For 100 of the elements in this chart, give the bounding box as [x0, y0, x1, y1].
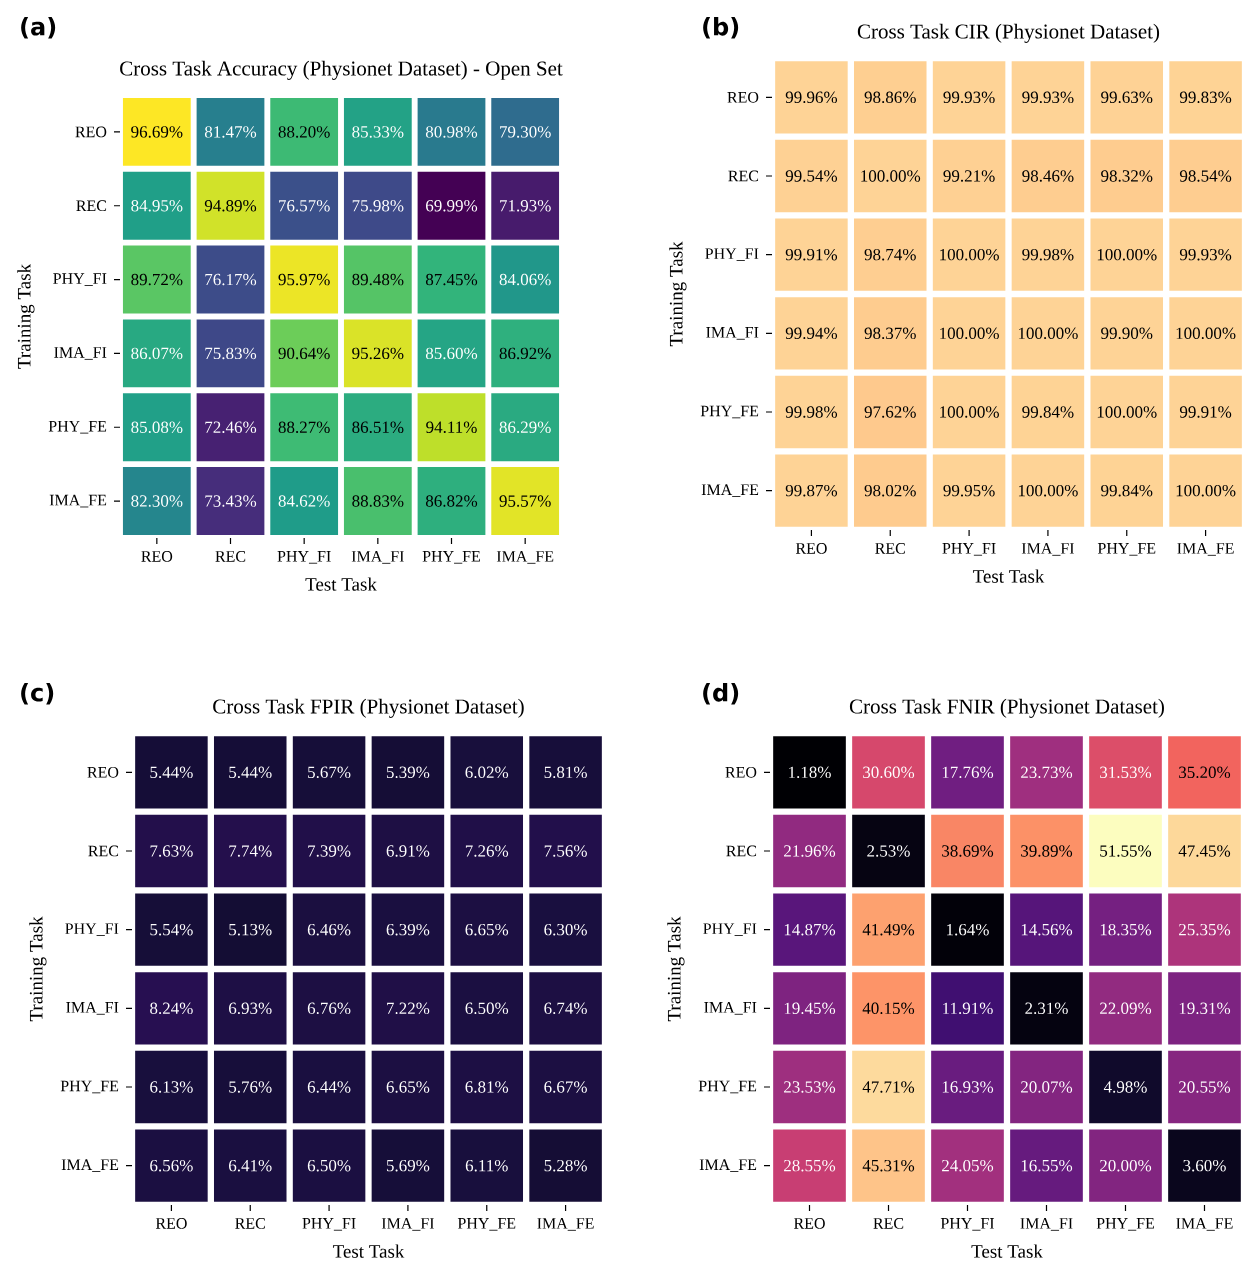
x-tick-label: PHY_FE: [1096, 1218, 1155, 1231]
data-label: 99.54%: [785, 170, 838, 182]
data-label: 99.93%: [943, 91, 995, 104]
data-label: 3.60%: [1183, 1159, 1226, 1172]
data-label: 100.00%: [1176, 484, 1236, 497]
data-label: 35.20%: [1179, 766, 1231, 779]
y-tick-label: IMA_FI: [706, 327, 759, 340]
x-axis-title: Test Task: [305, 577, 377, 591]
x-tick-label: PHY_FI: [302, 1218, 356, 1231]
data-label: 79.30%: [500, 126, 551, 138]
x-tick-label: IMA_FI: [381, 1218, 435, 1231]
data-label: 100.00%: [1018, 327, 1078, 340]
data-label: 85.08%: [131, 421, 183, 434]
y-tick-label: PHY_FI: [53, 273, 107, 286]
chart-title: Cross Task FPIR (Physionet Dataset): [213, 698, 524, 718]
data-label: 45.31%: [862, 1159, 915, 1172]
data-label: 19.45%: [784, 1002, 836, 1015]
x-axis-title: Test Task: [971, 1244, 1043, 1258]
data-label: 6.50%: [307, 1159, 351, 1172]
data-label: 5.44%: [229, 766, 272, 779]
data-label: 75.98%: [352, 199, 404, 212]
data-label: 6.50%: [465, 1002, 509, 1015]
data-label: 99.63%: [1101, 91, 1153, 104]
data-label: 82.30%: [131, 495, 183, 507]
data-label: 16.55%: [1021, 1159, 1073, 1172]
data-label: 86.07%: [131, 347, 183, 360]
data-label: 6.46%: [307, 923, 351, 936]
data-label: 98.32%: [1101, 170, 1153, 182]
data-label: 98.86%: [864, 91, 916, 104]
data-label: 7.22%: [387, 1002, 430, 1015]
data-label: 100.00%: [1176, 327, 1236, 340]
x-tick-label: PHY_FI: [277, 551, 331, 564]
data-label: 99.98%: [1022, 248, 1074, 261]
x-tick-label: REO: [141, 551, 173, 562]
data-label: 99.98%: [785, 406, 838, 418]
data-label: 31.53%: [1100, 766, 1152, 779]
x-tick-label: REC: [235, 1218, 265, 1229]
data-label: 69.99%: [426, 199, 478, 212]
data-label: 76.17%: [205, 273, 257, 286]
data-label: 6.41%: [229, 1159, 272, 1172]
y-tick-label: PHY_FE: [698, 1080, 757, 1094]
x-tick-label: REC: [873, 1218, 904, 1229]
data-label: 98.46%: [1022, 170, 1074, 182]
data-label: 47.45%: [1178, 845, 1231, 857]
data-label: 94.89%: [204, 199, 257, 212]
data-label: 47.71%: [862, 1081, 915, 1093]
data-label: 1.64%: [947, 923, 989, 936]
x-tick-label: IMA_FI: [351, 551, 404, 564]
y-tick-label: PHY_FE: [700, 405, 759, 419]
y-axis-title: Training Task: [669, 241, 687, 347]
y-tick-label: REO: [75, 126, 107, 138]
data-label: 14.56%: [1021, 923, 1073, 936]
y-tick-label: IMA_FE: [699, 1159, 757, 1172]
text: (b): [703, 17, 739, 39]
data-label: 18.35%: [1100, 923, 1152, 936]
data-label: 94.11%: [426, 421, 477, 434]
data-label: 86.51%: [352, 421, 404, 434]
data-label: 99.91%: [1179, 406, 1232, 418]
data-label: 87.45%: [425, 273, 478, 286]
data-label: 20.00%: [1100, 1159, 1152, 1172]
data-label: 7.63%: [150, 845, 193, 857]
data-label: 99.84%: [1101, 484, 1153, 497]
data-label: 30.60%: [863, 766, 915, 779]
x-tick-label: IMA_FE: [1176, 1218, 1233, 1231]
x-tick-label: PHY_FE: [422, 551, 481, 564]
data-label: 14.87%: [784, 923, 836, 936]
text: (c): [21, 683, 54, 705]
y-tick-label: REO: [87, 766, 119, 778]
y-tick-label: REC: [726, 845, 757, 857]
data-label: 6.76%: [307, 1002, 351, 1015]
data-label: 6.65%: [386, 1081, 430, 1093]
x-tick-label: IMA_FE: [1177, 543, 1234, 556]
data-label: 99.95%: [943, 484, 995, 497]
y-tick-label: REC: [88, 845, 119, 857]
data-label: 96.69%: [131, 126, 183, 138]
data-label: 6.67%: [544, 1081, 587, 1093]
data-label: 99.93%: [1022, 91, 1074, 104]
data-label: 100.00%: [1097, 248, 1157, 261]
y-tick-label: REO: [725, 766, 757, 778]
data-label: 95.26%: [352, 347, 404, 360]
data-label: 1.18%: [789, 766, 831, 779]
data-label: 99.83%: [1179, 91, 1232, 104]
data-label: 84.06%: [499, 273, 551, 286]
data-label: 5.44%: [150, 766, 193, 779]
data-label: 99.93%: [1179, 248, 1232, 261]
data-label: 86.92%: [499, 347, 551, 360]
y-tick-label: REO: [727, 91, 759, 103]
chart-title: Cross Task CIR (Physionet Dataset): [857, 23, 1160, 43]
data-label: 6.65%: [465, 923, 509, 936]
x-tick-label: IMA_FE: [537, 1218, 594, 1231]
data-label: 7.26%: [465, 845, 509, 857]
data-label: 2.31%: [1025, 1002, 1068, 1015]
data-label: 85.60%: [425, 347, 478, 360]
data-label: 28.55%: [784, 1159, 836, 1172]
data-label: 23.53%: [784, 1081, 836, 1093]
data-label: 85.33%: [352, 126, 404, 138]
data-label: 5.69%: [386, 1159, 430, 1172]
data-label: 38.69%: [942, 845, 994, 857]
data-label: 39.89%: [1021, 845, 1073, 857]
data-label: 25.35%: [1179, 923, 1231, 936]
